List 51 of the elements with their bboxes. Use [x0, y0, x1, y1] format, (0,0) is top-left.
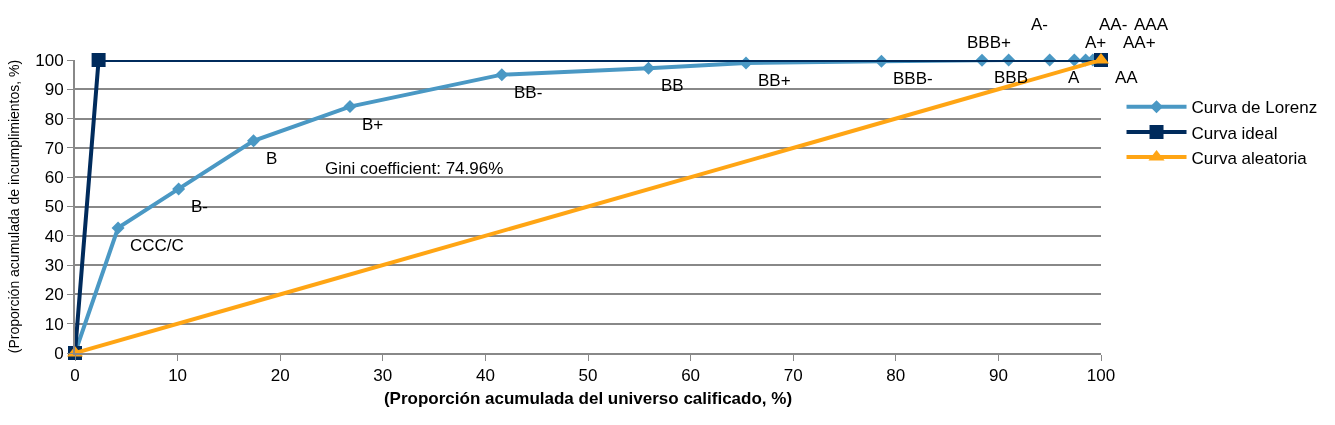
x-tick-label: 80	[886, 366, 906, 386]
x-tick-label: 90	[988, 366, 1008, 386]
data-label: CCC/C	[130, 236, 184, 255]
data-label: AA-	[1099, 15, 1128, 34]
data-label: A+	[1085, 33, 1107, 52]
x-tick-label: 50	[578, 366, 598, 386]
y-axis-title: (Proporción acumulada de incumplimientos, %)	[6, 59, 23, 354]
legend-label: Curva de Lorenz	[1191, 98, 1318, 118]
x-tick-label: 30	[373, 366, 393, 386]
data-label: AAA	[1134, 15, 1169, 34]
data-label: AA	[1115, 68, 1139, 87]
data-label: B+	[362, 115, 384, 134]
point	[343, 100, 357, 114]
data-label: A	[1068, 68, 1080, 87]
x-tick-label: 100	[1086, 366, 1116, 386]
y-tick-label: 70	[44, 138, 64, 158]
point	[247, 134, 261, 148]
y-tick-label: 60	[44, 168, 64, 188]
y-tick-label: 90	[44, 80, 64, 100]
data-label: AA+	[1123, 33, 1156, 52]
y-tick-label: 50	[44, 197, 64, 217]
data-label: BB-	[514, 83, 543, 102]
x-tick-label: 60	[681, 366, 701, 386]
point	[91, 53, 106, 67]
data-label: B-	[191, 197, 208, 216]
y-tick-label: 30	[44, 256, 64, 276]
data-label: BBB	[994, 68, 1029, 87]
y-tick-label: 10	[44, 314, 64, 334]
data-label: B	[266, 149, 278, 168]
x-tick-label: 70	[783, 366, 803, 386]
y-tick-label: 20	[44, 285, 64, 305]
data-label: BBB+	[967, 33, 1012, 52]
data-label: A-	[1031, 15, 1048, 34]
annotation: Gini coefficient: 74.96%	[325, 159, 504, 178]
data-label: BB	[661, 76, 684, 95]
y-tick-label: 40	[44, 226, 64, 246]
data-label: BBB-	[893, 69, 933, 88]
y-tick-label: 0	[54, 343, 64, 363]
legend-label: Curva aleatoria	[1191, 148, 1308, 168]
x-tick-label: 10	[168, 366, 188, 386]
point	[495, 68, 509, 82]
x-axis-title: (Proporción acumulada del universo calificado, %)	[383, 389, 793, 409]
x-tick-label: 40	[475, 366, 495, 386]
point	[111, 221, 125, 235]
x-tick-label: 20	[270, 366, 290, 386]
y-tick-label: 80	[44, 109, 64, 129]
data-label: BB+	[758, 71, 791, 90]
point	[172, 182, 186, 196]
legend-label: Curva ideal	[1191, 123, 1278, 143]
x-tick-label: 0	[70, 366, 80, 386]
y-tick-label: 100	[35, 50, 64, 70]
